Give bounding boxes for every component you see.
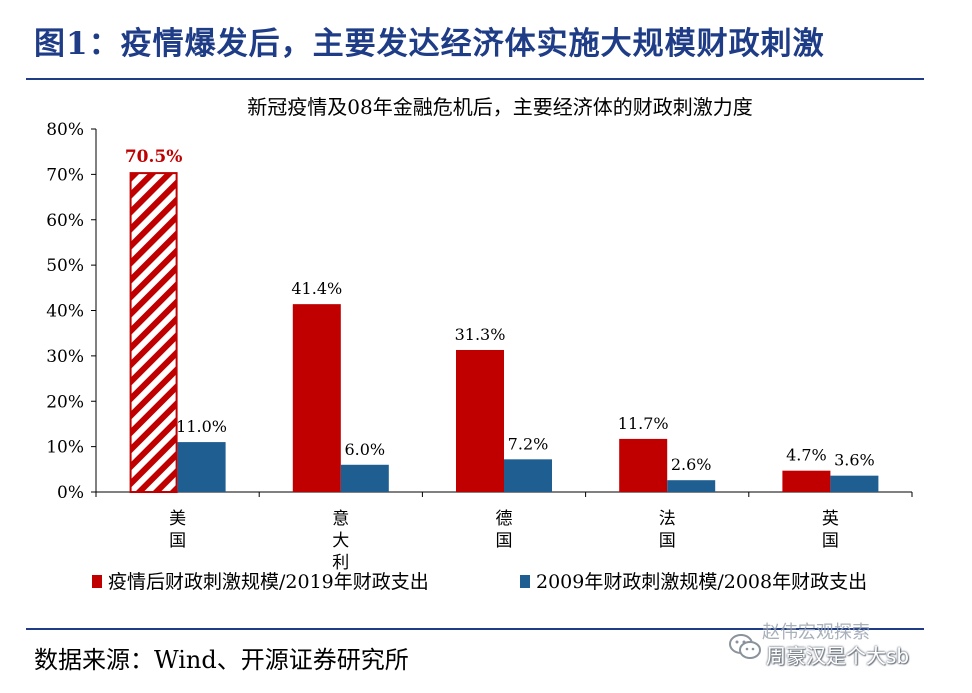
data-label: 31.3% xyxy=(455,325,506,344)
bar xyxy=(177,442,226,492)
chart-title: 新冠疫情及08年金融危机后，主要经济体的财政刺激力度 xyxy=(247,95,752,119)
chart-container: 新冠疫情及08年金融危机后，主要经济体的财政刺激力度 0% 10% 20% 30% 40… xyxy=(0,84,972,628)
chart-bars: 70.5% 11.0% 41.4% 6.0% 31.3% 7.2% 11.7% 2.6% 4.7… xyxy=(125,147,879,493)
x-tick-label: 英国 xyxy=(822,509,839,551)
source-divider xyxy=(26,628,924,630)
y-tick-label: 60% xyxy=(46,211,84,231)
data-label: 70.5% xyxy=(125,147,183,167)
y-tick-label: 20% xyxy=(46,392,84,412)
watermark-account: 赵伟宏观探索 xyxy=(762,622,870,643)
legend-swatch xyxy=(92,575,102,588)
bar xyxy=(830,475,879,492)
bar xyxy=(456,349,504,492)
figure-title: 图1：疫情爆发后，主要发达经济体实施大规模财政刺激 xyxy=(34,26,825,62)
y-tick-label: 30% xyxy=(46,347,84,367)
x-tick-label: 美国 xyxy=(169,509,186,551)
chart-legend: 疫情后财政刺激规模/2019年财政支出 2009年财政刺激规模/2008年财政支出 xyxy=(92,571,867,593)
legend-label: 疫情后财政刺激规模/2019年财政支出 xyxy=(108,571,429,593)
data-label: 11.7% xyxy=(618,414,669,433)
chart-axes: 0% 10% 20% 30% 40% 50% 60% 70% 80% 美国 意大利 德国 法国 英国 xyxy=(46,120,913,573)
bar xyxy=(129,172,178,493)
watermark: 赵伟宏观探索 周豪汉是个大sb xyxy=(726,618,966,678)
bar xyxy=(782,470,831,492)
y-tick-label: 50% xyxy=(46,256,84,276)
bar xyxy=(619,438,668,492)
x-tick-label: 法国 xyxy=(659,509,676,551)
bar xyxy=(667,480,716,492)
data-label: 4.7% xyxy=(786,446,827,465)
bar xyxy=(292,304,341,492)
data-label: 2.6% xyxy=(671,455,712,474)
legend-swatch xyxy=(520,575,530,588)
data-label: 6.0% xyxy=(344,440,385,459)
wechat-icon xyxy=(729,634,761,659)
bar-chart: 新冠疫情及08年金融危机后，主要经济体的财政刺激力度 0% 10% 20% 30% 40… xyxy=(46,95,913,593)
y-tick-label: 0% xyxy=(57,483,84,503)
data-label: 11.0% xyxy=(176,417,227,436)
data-label: 3.6% xyxy=(834,451,875,470)
title-divider xyxy=(26,78,924,80)
data-label: 7.2% xyxy=(508,434,549,453)
y-tick-label: 80% xyxy=(46,120,84,140)
data-label: 41.4% xyxy=(291,279,342,298)
y-tick-label: 10% xyxy=(46,438,84,458)
legend-label: 2009年财政刺激规模/2008年财政支出 xyxy=(536,571,867,593)
source-note: 数据来源：Wind、开源证券研究所 xyxy=(34,646,409,674)
x-tick-label: 意大利 xyxy=(332,509,349,573)
bar xyxy=(340,464,389,492)
x-tick-label: 德国 xyxy=(496,509,513,551)
bar xyxy=(504,459,552,492)
y-tick-label: 40% xyxy=(46,302,84,322)
y-tick-label: 70% xyxy=(46,165,84,185)
watermark-text: 周豪汉是个大sb xyxy=(766,644,910,668)
